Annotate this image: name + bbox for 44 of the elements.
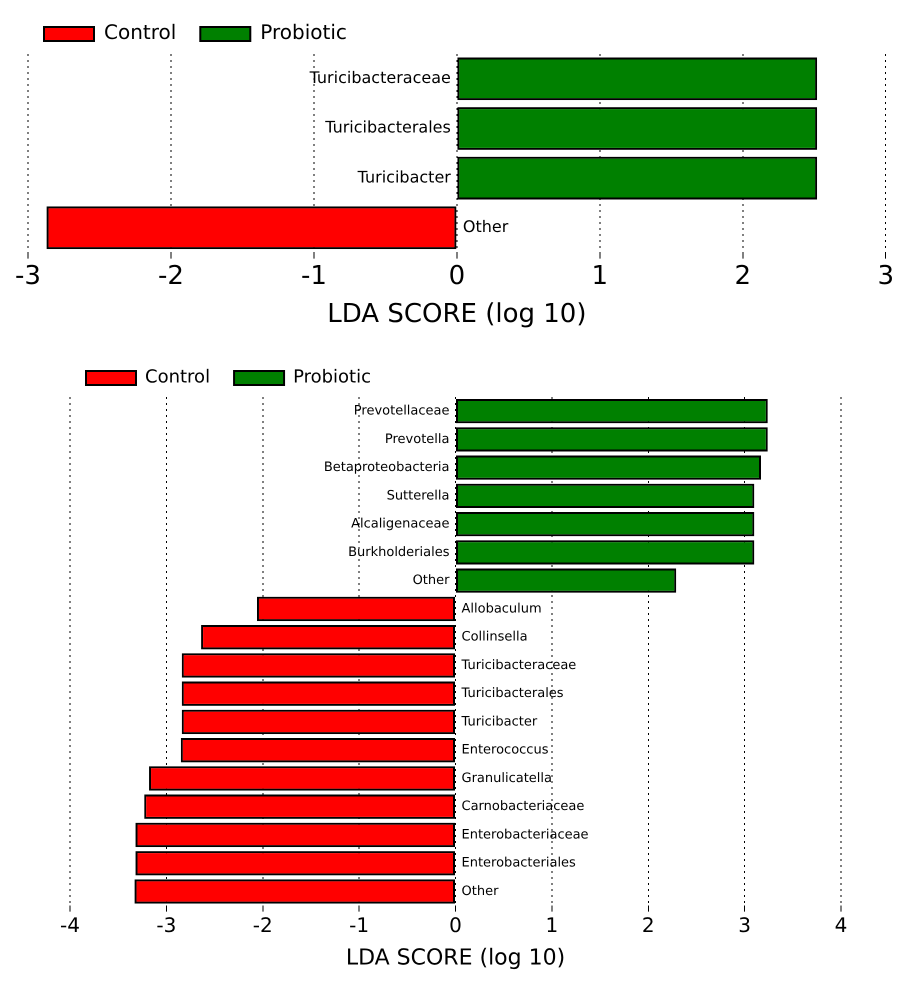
legend-label: Control xyxy=(104,20,176,44)
y-tick-label: Turicibacter xyxy=(356,167,452,186)
x-tick-label: 3 xyxy=(877,260,894,291)
y-tick-label: Turicibacter xyxy=(460,714,538,730)
x-tick-label: 4 xyxy=(834,912,848,937)
y-tick-label: Enterococcus xyxy=(462,742,549,758)
x-tick-label: 0 xyxy=(449,912,462,937)
legend-label: Control xyxy=(145,366,210,388)
y-tick-label: Turicibacteraceae xyxy=(308,68,451,87)
x-tick-label: -1 xyxy=(349,912,370,937)
x-tick-label: -2 xyxy=(252,912,273,937)
x-tick-label: 0 xyxy=(448,260,466,291)
y-tick-label: Turicibacterales xyxy=(460,686,564,702)
y-tick-label: Enterobacteriaceae xyxy=(462,827,589,842)
x-tick-label: 1 xyxy=(546,912,558,937)
x-tick-label: -2 xyxy=(158,260,184,291)
x-tick-label: -1 xyxy=(300,260,327,291)
y-tick-label: Other xyxy=(462,884,500,899)
x-tick-label: -3 xyxy=(156,912,176,937)
x-tick-label: 3 xyxy=(738,912,751,937)
y-tick-label: Enterobacteriales xyxy=(462,856,576,871)
y-tick-label: Carnobacteriaceae xyxy=(462,799,584,814)
x-tick-label: 2 xyxy=(734,260,752,291)
x-axis-title: LDA SCORE (log 10) xyxy=(346,946,566,971)
y-tick-label: Other xyxy=(462,216,509,236)
y-tick-label: Turicibacteraceae xyxy=(460,658,576,673)
y-tick-label: Burkholderiales xyxy=(348,544,450,560)
y-tick-label: Prevotellaceae xyxy=(354,404,450,419)
y-tick-label: Allobaculum xyxy=(462,601,542,616)
y-tick-label: Alcaligenaceae xyxy=(351,516,450,532)
x-axis-title: LDA SCORE (log 10) xyxy=(327,299,586,330)
x-tick-label: -4 xyxy=(60,912,80,937)
x-tick-label: -3 xyxy=(15,260,41,291)
legend-label: Probiotic xyxy=(293,366,372,388)
y-tick-label: Sutterella xyxy=(386,488,450,504)
y-tick-label: Prevotella xyxy=(384,432,450,447)
y-tick-label: Betaproteobacteria xyxy=(324,460,450,476)
y-tick-label: Granulicatella xyxy=(462,770,552,786)
legend-label: Probiotic xyxy=(260,20,347,44)
y-tick-label: Collinsella xyxy=(462,630,528,645)
x-tick-label: 2 xyxy=(642,912,655,937)
y-tick-label: Turicibacterales xyxy=(324,118,451,137)
x-tick-label: 1 xyxy=(592,260,608,291)
y-tick-label: Other xyxy=(412,573,450,588)
